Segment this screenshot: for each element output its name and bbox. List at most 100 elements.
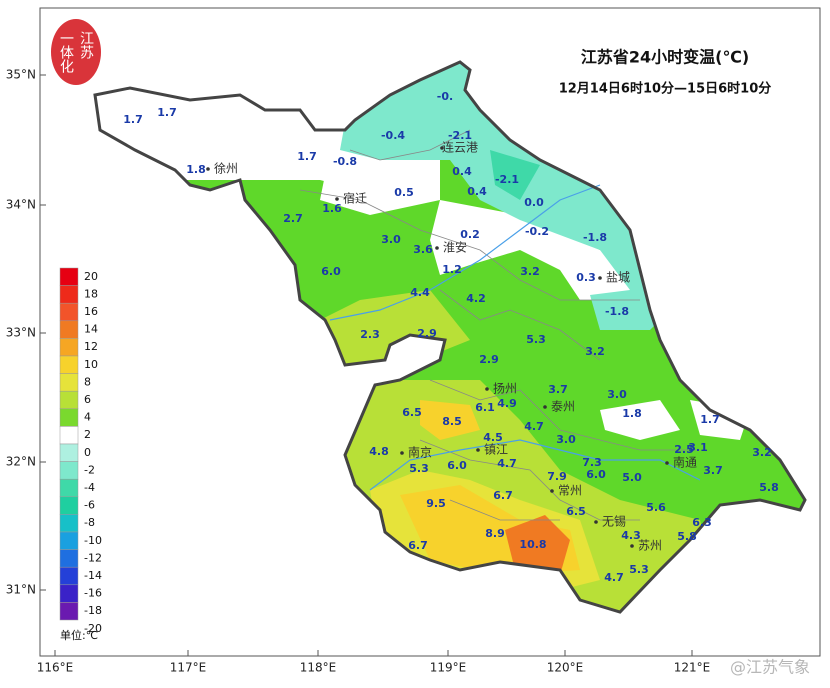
station-value: 0.2	[460, 228, 480, 241]
station-value: -0.8	[333, 155, 357, 168]
station-value: -2.1	[495, 173, 519, 186]
station-value: 4.7	[524, 420, 544, 433]
station-value: 3.2	[752, 446, 772, 459]
lat-label: 32°N	[6, 455, 36, 469]
city-dot	[630, 544, 634, 548]
station-value: 0.4	[467, 185, 487, 198]
legend-label: 16	[84, 305, 98, 318]
station-value: 8.5	[442, 415, 462, 428]
legend-label: -18	[84, 604, 102, 617]
station-value: 4.9	[497, 397, 517, 410]
city-dot	[206, 167, 210, 171]
legend-swatch	[59, 584, 79, 603]
legend-label: -20	[84, 622, 102, 635]
station-value: 5.3	[409, 462, 429, 475]
station-value: 6.5	[402, 406, 422, 419]
station-value: 5.8	[677, 530, 697, 543]
legend-swatch	[59, 390, 79, 410]
station-value: 3.7	[703, 464, 723, 477]
legend-label: 8	[84, 375, 91, 388]
station-value: 2.3	[360, 328, 380, 341]
city-dot	[543, 405, 547, 409]
city-name: 南通	[673, 455, 697, 470]
district-borders	[299, 129, 700, 521]
legend-swatch	[59, 355, 79, 374]
logo-text: 一体化	[58, 31, 74, 74]
station-value: 2.5	[674, 443, 694, 456]
city-name: 扬州	[493, 381, 517, 396]
station-value: 6.0	[321, 265, 341, 278]
station-value: 6.7	[493, 489, 513, 502]
station-value: 5.6	[646, 501, 666, 514]
legend-label: 18	[84, 287, 98, 300]
station-value: 0.4	[452, 165, 472, 178]
station-value: 0.3	[576, 271, 596, 284]
station-value: 5.0	[622, 471, 642, 484]
lon-label: 121°E	[674, 661, 711, 675]
station-value: 2.7	[283, 212, 303, 225]
logo-badge	[51, 19, 101, 85]
legend-swatch	[59, 285, 79, 304]
station-value: 0.5	[394, 186, 414, 199]
legend-label: 12	[84, 340, 98, 353]
legend-label: 10	[84, 358, 98, 371]
station-value: 3.0	[381, 233, 401, 246]
lon-label: 120°E	[547, 661, 584, 675]
station-value: 4.3	[621, 529, 641, 542]
legend-label: 2	[84, 428, 91, 441]
station-value: -0.2	[525, 225, 549, 238]
legend-label: -8	[84, 516, 95, 529]
city-name: 镇江	[484, 443, 508, 457]
lat-label: 35°N	[6, 68, 36, 82]
station-value: 1.7	[123, 113, 143, 126]
legend-swatch	[59, 426, 79, 445]
station-value: 3.7	[548, 383, 568, 396]
station-value: 1.7	[157, 106, 177, 119]
legend-swatch	[59, 496, 79, 515]
station-value: -2.1	[448, 129, 472, 142]
city-dot	[435, 246, 439, 250]
legend-swatch	[59, 514, 79, 533]
station-value: -0.	[437, 90, 453, 103]
lat-label: 33°N	[6, 326, 36, 340]
map-subtitle: 12月14日6时10分—15日6时10分	[559, 81, 772, 97]
station-value: 1.2	[442, 263, 462, 276]
legend-label: -2	[84, 463, 95, 476]
rivers	[329, 184, 701, 491]
station-value: 2.9	[479, 353, 499, 366]
lon-label: 119°E	[430, 661, 467, 675]
legend-label: -10	[84, 534, 102, 547]
station-value: -0.4	[381, 129, 405, 142]
station-value: 5.3	[629, 563, 649, 576]
station-value: 3.2	[585, 345, 605, 358]
city-dot	[665, 461, 669, 465]
station-value: 4.2	[466, 292, 486, 305]
legend-swatch	[59, 531, 79, 550]
city-name: 淮安	[443, 240, 467, 255]
logo-text: 江苏	[78, 31, 94, 60]
lon-label: 118°E	[300, 661, 337, 675]
legend-label: -12	[84, 551, 102, 564]
legend-label: -6	[84, 499, 95, 512]
station-value: 1.7	[700, 413, 720, 426]
watermark: @江苏气象	[730, 658, 810, 677]
station-value: 5.3	[526, 333, 546, 346]
station-value: 4.7	[497, 457, 517, 470]
city-name: 南京	[408, 445, 432, 460]
province-border	[93, 60, 807, 614]
station-value: 1.8	[186, 163, 206, 176]
legend-swatch	[59, 566, 79, 586]
city-name: 盐城	[606, 271, 630, 285]
station-value: 3.1	[688, 441, 708, 454]
legend-swatch	[59, 338, 79, 357]
lon-label: 116°E	[37, 661, 74, 675]
station-value: 1.6	[322, 202, 342, 215]
city-dot	[335, 197, 339, 201]
lat-label: 34°N	[6, 198, 36, 212]
legend-swatch	[59, 320, 79, 339]
city-dot	[598, 276, 602, 280]
city-name: 苏州	[638, 539, 662, 553]
station-value: 6.3	[692, 516, 712, 529]
station-value: 6.7	[408, 539, 428, 552]
